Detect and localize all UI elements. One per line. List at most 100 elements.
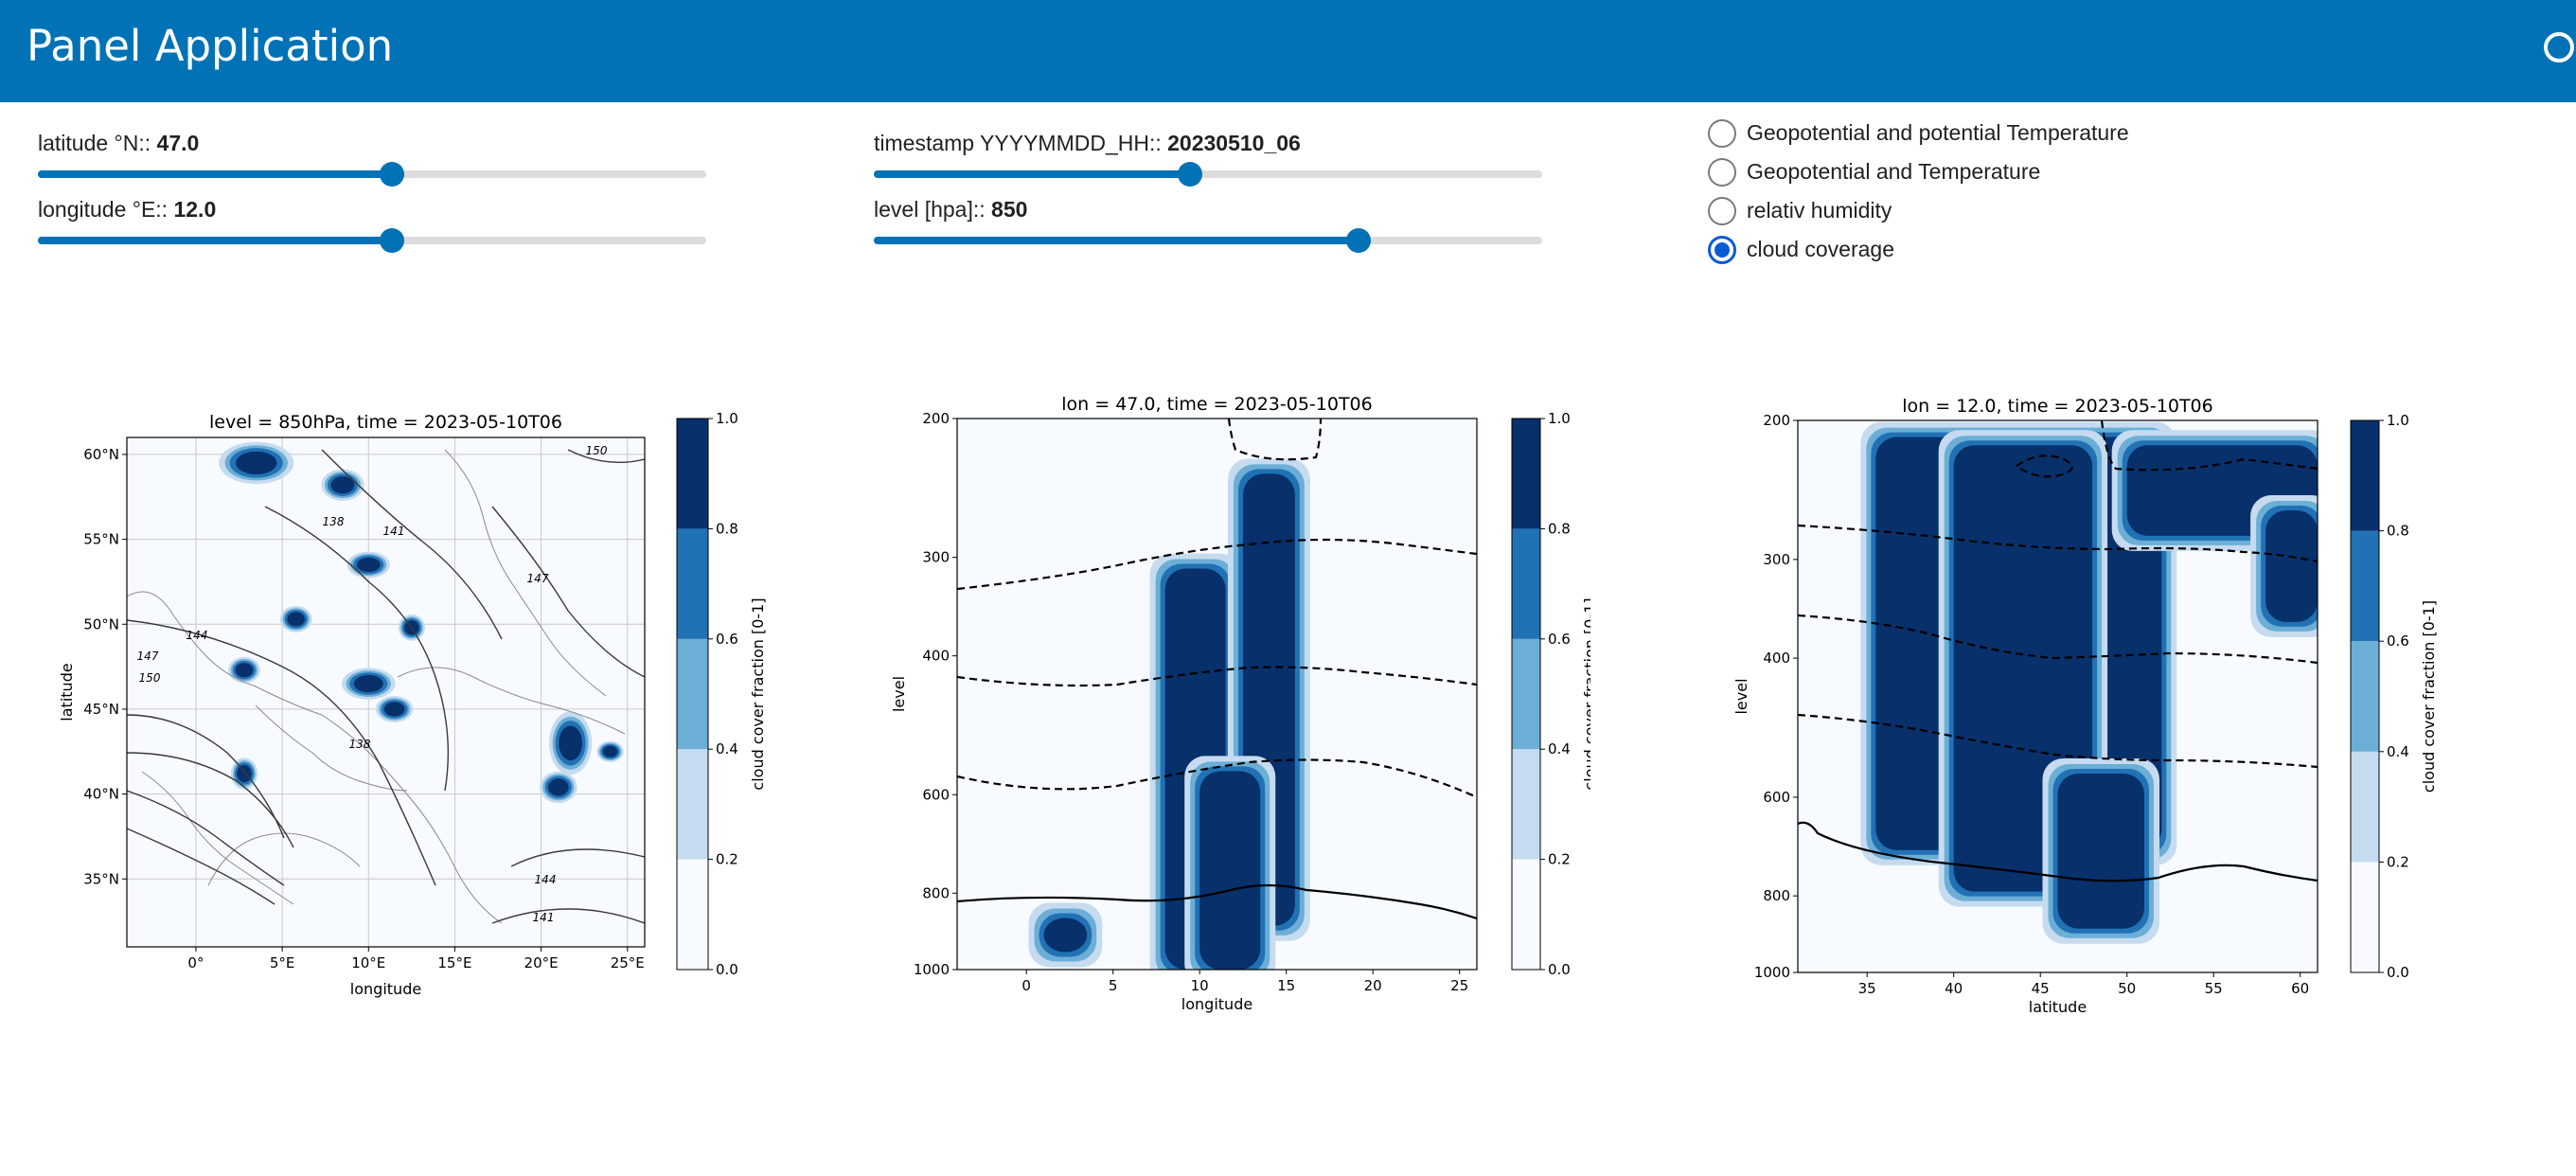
radio-button-icon[interactable] xyxy=(1708,119,1736,148)
colorbar-bin xyxy=(677,528,708,639)
colorbar-bin xyxy=(677,859,708,970)
y-tick-label: 1000 xyxy=(1754,964,1790,981)
colorbar-tick-label: 0.0 xyxy=(716,961,738,978)
x-tick-label: 5 xyxy=(1109,977,1118,994)
radio-label[interactable]: Geopotential and potential Temperature xyxy=(1747,120,2129,145)
cloud-cover-patch xyxy=(235,663,254,678)
plot-title: lon = 12.0, time = 2023-05-10T06 xyxy=(1902,396,2212,417)
x-tick-label: 15 xyxy=(1277,977,1295,994)
y-tick-label: 400 xyxy=(922,648,950,665)
x-tick-label: 60 xyxy=(2291,980,2309,997)
x-tick-label: 20°E xyxy=(524,954,559,971)
geopotential-contour xyxy=(127,790,285,886)
cloud-cover-patch xyxy=(356,557,381,573)
latitude-cross-section-svg: lon = 12.0, time = 2023-05-10T06 35 40 45 50… xyxy=(1732,396,2438,1016)
busy-indicator-icon xyxy=(2544,32,2574,62)
longitude-label-text: longitude °E:: xyxy=(38,197,174,222)
colorbar-label: cloud cover fraction [0-1] xyxy=(749,597,767,790)
longitude-slider-track[interactable] xyxy=(38,237,706,244)
x-tick-label: 15°E xyxy=(437,954,471,971)
longitude-cross-section-svg: lon = 47.0, time = 2023-05-10T06 0 5 10 15 20… xyxy=(890,394,1590,1013)
cloud-cover-region xyxy=(1199,771,1261,970)
colorbar-bin xyxy=(2351,751,2379,863)
colorbar-tick-label: 0.8 xyxy=(2387,523,2409,540)
cross-section-layer xyxy=(1798,420,2318,944)
cloud-cover-region xyxy=(2265,510,2318,622)
contour-label: 147 xyxy=(527,572,549,585)
y-tick-label: 800 xyxy=(1763,887,1790,904)
contour-label: 150 xyxy=(139,671,161,685)
app-header: Panel Application xyxy=(0,0,2576,102)
colorbar-bin xyxy=(2351,420,2379,531)
colorbar-tick-label: 0.2 xyxy=(1548,851,1571,868)
dashed-contour xyxy=(1798,524,2318,563)
cloud-cover-patch xyxy=(353,674,383,693)
colorbar-bin xyxy=(1512,638,1540,750)
colorbar-tick-label: 0.8 xyxy=(1548,520,1571,537)
plot-frame xyxy=(1797,419,2318,973)
geopotential-contour xyxy=(321,449,503,640)
geopotential-contour xyxy=(264,506,450,792)
contour-label: 144 xyxy=(187,629,208,642)
radio-label[interactable]: relativ humidity xyxy=(1747,198,1892,223)
latitude-slider-track[interactable] xyxy=(38,170,706,178)
y-tick-label: 800 xyxy=(922,884,950,901)
colorbar-bin xyxy=(677,638,708,750)
contour-label: 150 xyxy=(586,444,608,457)
level-value: 850 xyxy=(991,197,1028,222)
latitude-value: 47.0 xyxy=(156,131,200,155)
coastline xyxy=(397,667,626,735)
level-slider-handle[interactable] xyxy=(1345,228,1371,253)
timestamp-label-text: timestamp YYYYMMDD_HH:: xyxy=(874,131,1168,155)
map-layer: 150 138 141 147 144 147 150 138 144 141 xyxy=(127,437,645,947)
colorbar-tick-label: 0.6 xyxy=(1548,631,1571,648)
y-tick-label: 40°N xyxy=(83,786,119,803)
x-tick-label: 25°E xyxy=(611,954,645,971)
level-slider[interactable]: level [hpa]:: 850 xyxy=(874,197,1542,256)
plot-cross-section-longitude: lon = 47.0, time = 2023-05-10T06 0 5 10 15 20… xyxy=(871,383,1590,1027)
y-tick-label: 45°N xyxy=(83,701,119,718)
radio-label[interactable]: cloud coverage xyxy=(1747,237,1894,261)
cloud-cover-patch xyxy=(383,702,405,717)
longitude-slider[interactable]: longitude °E:: 12.0 xyxy=(38,197,706,256)
cloud-cover-patch xyxy=(547,778,569,796)
radio-label[interactable]: Geopotential and Temperature xyxy=(1747,159,2041,184)
colorbar-tick-label: 1.0 xyxy=(716,410,738,427)
cloud-cover-patch xyxy=(237,764,252,783)
latitude-slider[interactable]: latitude °N:: 47.0 xyxy=(38,131,706,189)
cross-section-layer xyxy=(957,419,1477,970)
level-slider-track[interactable] xyxy=(874,237,1542,244)
x-tick-label: 0° xyxy=(187,954,204,971)
radio-button-icon[interactable] xyxy=(1708,236,1736,264)
colorbar-tick-label: 1.0 xyxy=(1548,410,1571,427)
latitude-slider-handle[interactable] xyxy=(380,162,405,187)
x-tick-label: 45 xyxy=(2032,980,2050,997)
level-slider-fill xyxy=(874,237,1359,244)
dashed-contour xyxy=(957,758,1477,799)
timestamp-slider-track[interactable] xyxy=(874,170,1542,178)
y-tick-label: 60°N xyxy=(83,446,119,463)
timestamp-slider-label: timestamp YYYYMMDD_HH:: 20230510_06 xyxy=(874,131,1301,156)
colorbar-tick-label: 0.4 xyxy=(1548,740,1571,757)
dashed-contour xyxy=(2016,454,2073,478)
y-tick-label: 300 xyxy=(922,549,950,566)
colorbar-tick-label: 0.8 xyxy=(716,520,738,537)
geopotential-contour xyxy=(567,449,645,463)
y-tick-label: 300 xyxy=(1763,551,1790,568)
contour-label: 141 xyxy=(533,911,555,924)
geopotential-contour xyxy=(491,506,645,678)
coastline xyxy=(141,771,294,905)
x-tick-label: 20 xyxy=(1364,977,1382,994)
contour-label: 141 xyxy=(383,525,405,538)
coastline xyxy=(207,832,361,886)
y-tick-label: 200 xyxy=(922,410,950,427)
contour-label: 138 xyxy=(323,515,345,528)
longitude-slider-handle[interactable] xyxy=(380,228,405,253)
colorbar-tick-label: 1.0 xyxy=(2387,412,2409,429)
timestamp-slider[interactable]: timestamp YYYYMMDD_HH:: 20230510_06 xyxy=(874,131,1542,189)
timestamp-slider-handle[interactable] xyxy=(1177,162,1202,187)
radio-button-icon[interactable] xyxy=(1708,158,1736,187)
radio-button-icon[interactable] xyxy=(1708,197,1736,225)
cloud-cover-patch xyxy=(330,476,355,494)
y-tick-label: 400 xyxy=(1763,650,1790,667)
